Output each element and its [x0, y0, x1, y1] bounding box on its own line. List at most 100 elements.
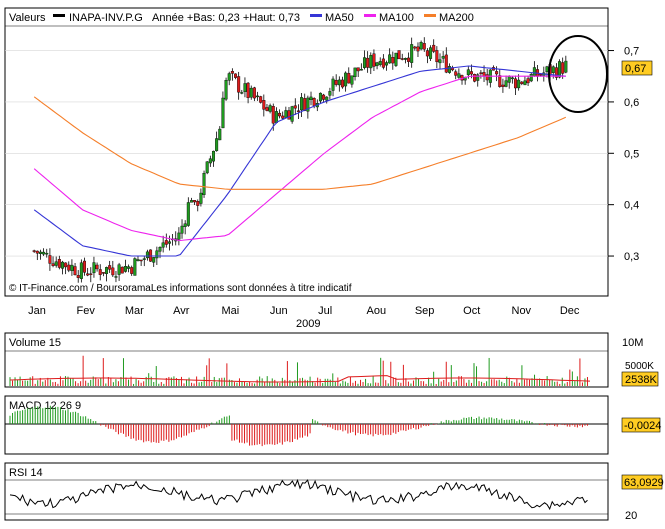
candle-body — [340, 79, 344, 88]
volume-tick-5000k: 5000K — [625, 361, 654, 372]
candle-body — [158, 247, 162, 252]
candle-body — [432, 44, 436, 52]
candle-body — [303, 98, 307, 111]
candle-body — [287, 110, 291, 120]
volume-title: Volume 15 — [9, 337, 61, 349]
ma50-legend-label: MA50 — [325, 12, 354, 24]
rsi-panel — [4, 462, 609, 521]
candle-body — [234, 73, 238, 78]
candle-body — [564, 60, 568, 73]
candle-body — [328, 91, 332, 96]
rsi-line — [9, 478, 588, 511]
candle-body — [334, 80, 338, 85]
ma100-legend-swatch — [364, 14, 376, 17]
candle-body — [98, 269, 102, 275]
candle-body — [425, 50, 429, 57]
candle-body — [539, 74, 543, 76]
candle-body — [479, 72, 483, 74]
rsi-tick-low: 20 — [625, 510, 637, 522]
candle-body — [64, 262, 68, 268]
candle-body — [86, 273, 90, 276]
candle-body — [259, 96, 263, 103]
candle-body — [466, 69, 470, 76]
macd-panel — [4, 395, 609, 455]
candle-body — [89, 273, 93, 275]
month-label: Jun — [270, 305, 288, 317]
month-label: Mai — [222, 305, 240, 317]
y-tick-label: 0,7 — [624, 46, 639, 58]
month-label: Fev — [77, 305, 96, 317]
candle-body — [183, 223, 187, 227]
header-ticker: INAPA-INV.P.G — [69, 12, 143, 24]
candle-body — [142, 258, 146, 260]
candle-body — [120, 266, 124, 274]
candle-body — [67, 264, 71, 271]
candle-body — [130, 267, 134, 274]
candle-body — [199, 192, 203, 204]
candle-body — [114, 276, 118, 278]
candle-body — [413, 46, 417, 49]
candle-body — [108, 265, 112, 270]
candle-body — [205, 161, 209, 174]
candle-body — [554, 67, 558, 78]
candle-body — [161, 242, 165, 248]
ma100-legend-label: MA100 — [379, 12, 414, 24]
candle-body — [237, 76, 241, 93]
candle-body — [256, 95, 260, 98]
candle-body — [476, 74, 480, 81]
volume-tick-10m: 10M — [622, 337, 643, 349]
candle-body — [510, 77, 514, 80]
candle-body — [400, 58, 404, 60]
candle-body — [551, 66, 555, 74]
y-tick-label: 0,3 — [624, 251, 639, 263]
candle-body — [243, 83, 247, 93]
candle-body — [561, 62, 565, 74]
candle-body — [92, 262, 96, 274]
price-panel — [4, 7, 609, 297]
candle-body — [271, 106, 275, 124]
highlight-ellipse — [548, 35, 608, 113]
candle-body — [362, 57, 366, 68]
candle-body — [444, 54, 448, 73]
ma100-line — [33, 75, 566, 242]
ma200-legend-label: MA200 — [439, 12, 474, 24]
candle-body — [344, 72, 348, 87]
candle-body — [54, 261, 58, 266]
candle-body — [331, 78, 335, 91]
rsi-badge-bg — [621, 474, 663, 490]
candle-body — [322, 94, 326, 100]
candle-body — [224, 80, 228, 100]
candle-body — [240, 92, 244, 94]
candle-body — [127, 266, 131, 269]
ma50-line — [33, 65, 566, 257]
volume-badge-bg — [621, 371, 659, 387]
candle-body — [145, 251, 149, 259]
candle-body — [498, 75, 502, 87]
candle-body — [325, 96, 329, 101]
candle-body — [353, 67, 357, 77]
candle-body — [164, 240, 168, 245]
candle-body — [268, 105, 272, 112]
candle-body — [447, 66, 451, 73]
candle-body — [281, 115, 285, 119]
candle-body — [429, 47, 433, 59]
candle-body — [388, 54, 392, 64]
candle-body — [407, 57, 411, 62]
month-label: Jan — [28, 305, 46, 317]
candle-body — [312, 98, 316, 106]
candle-body — [123, 266, 127, 272]
candle-body — [457, 73, 461, 78]
candle-body — [211, 150, 215, 162]
candle-body — [504, 80, 508, 87]
candle-body — [42, 251, 46, 255]
volume-bars — [9, 355, 591, 386]
rsi-badge: 63,0929 — [624, 477, 664, 489]
month-label: Nov — [512, 305, 532, 317]
candle-body — [193, 200, 197, 203]
candle-body — [278, 112, 282, 117]
candle-body — [177, 232, 181, 240]
candle-body — [347, 72, 351, 84]
candle-body — [111, 267, 115, 276]
candle-body — [513, 78, 517, 89]
price-badge-bg — [621, 60, 653, 76]
